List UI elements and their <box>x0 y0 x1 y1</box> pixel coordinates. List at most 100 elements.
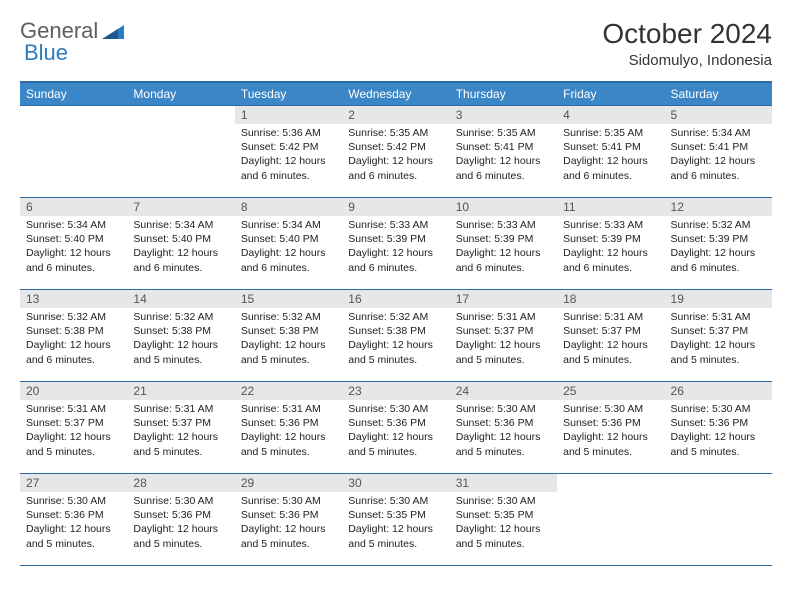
day-number: 27 <box>20 474 127 492</box>
calendar-day-cell: 6Sunrise: 5:34 AMSunset: 5:40 PMDaylight… <box>20 198 127 290</box>
calendar-day-cell: 28Sunrise: 5:30 AMSunset: 5:36 PMDayligh… <box>127 474 234 566</box>
logo-triangle-icon <box>102 23 124 39</box>
title-block: October 2024 Sidomulyo, Indonesia <box>602 18 772 69</box>
day-details: Sunrise: 5:31 AMSunset: 5:36 PMDaylight:… <box>235 400 342 463</box>
day-number: 3 <box>450 106 557 124</box>
calendar-day-cell: 7Sunrise: 5:34 AMSunset: 5:40 PMDaylight… <box>127 198 234 290</box>
day-number: 29 <box>235 474 342 492</box>
day-details: Sunrise: 5:35 AMSunset: 5:41 PMDaylight:… <box>557 124 664 187</box>
day-details: Sunrise: 5:30 AMSunset: 5:36 PMDaylight:… <box>342 400 449 463</box>
day-details: Sunrise: 5:32 AMSunset: 5:38 PMDaylight:… <box>127 308 234 371</box>
day-details: Sunrise: 5:34 AMSunset: 5:40 PMDaylight:… <box>235 216 342 279</box>
calendar-day-cell: 30Sunrise: 5:30 AMSunset: 5:35 PMDayligh… <box>342 474 449 566</box>
weekday-header: Monday <box>127 82 234 106</box>
weekday-header: Saturday <box>665 82 772 106</box>
calendar-day-cell <box>665 474 772 566</box>
calendar-day-cell: 15Sunrise: 5:32 AMSunset: 5:38 PMDayligh… <box>235 290 342 382</box>
day-number: 28 <box>127 474 234 492</box>
day-details: Sunrise: 5:30 AMSunset: 5:35 PMDaylight:… <box>342 492 449 555</box>
calendar-day-cell <box>127 106 234 198</box>
day-number: 13 <box>20 290 127 308</box>
day-details: Sunrise: 5:31 AMSunset: 5:37 PMDaylight:… <box>450 308 557 371</box>
day-number: 26 <box>665 382 772 400</box>
day-number: 2 <box>342 106 449 124</box>
weekday-header: Wednesday <box>342 82 449 106</box>
day-number: 10 <box>450 198 557 216</box>
location-label: Sidomulyo, Indonesia <box>602 52 772 69</box>
day-number: 30 <box>342 474 449 492</box>
calendar-day-cell: 20Sunrise: 5:31 AMSunset: 5:37 PMDayligh… <box>20 382 127 474</box>
day-details: Sunrise: 5:35 AMSunset: 5:41 PMDaylight:… <box>450 124 557 187</box>
day-details: Sunrise: 5:31 AMSunset: 5:37 PMDaylight:… <box>127 400 234 463</box>
day-details: Sunrise: 5:30 AMSunset: 5:36 PMDaylight:… <box>450 400 557 463</box>
weekday-header: Sunday <box>20 82 127 106</box>
day-number: 21 <box>127 382 234 400</box>
day-number: 7 <box>127 198 234 216</box>
day-details: Sunrise: 5:30 AMSunset: 5:36 PMDaylight:… <box>127 492 234 555</box>
calendar-day-cell: 2Sunrise: 5:35 AMSunset: 5:42 PMDaylight… <box>342 106 449 198</box>
calendar-day-cell: 3Sunrise: 5:35 AMSunset: 5:41 PMDaylight… <box>450 106 557 198</box>
day-details: Sunrise: 5:31 AMSunset: 5:37 PMDaylight:… <box>20 400 127 463</box>
calendar-week-row: 13Sunrise: 5:32 AMSunset: 5:38 PMDayligh… <box>20 290 772 382</box>
day-number: 25 <box>557 382 664 400</box>
day-details: Sunrise: 5:36 AMSunset: 5:42 PMDaylight:… <box>235 124 342 187</box>
calendar-table: Sunday Monday Tuesday Wednesday Thursday… <box>20 81 772 566</box>
day-number: 12 <box>665 198 772 216</box>
calendar-day-cell: 21Sunrise: 5:31 AMSunset: 5:37 PMDayligh… <box>127 382 234 474</box>
weekday-header: Friday <box>557 82 664 106</box>
calendar-day-cell: 25Sunrise: 5:30 AMSunset: 5:36 PMDayligh… <box>557 382 664 474</box>
calendar-day-cell: 10Sunrise: 5:33 AMSunset: 5:39 PMDayligh… <box>450 198 557 290</box>
day-number: 19 <box>665 290 772 308</box>
calendar-day-cell: 23Sunrise: 5:30 AMSunset: 5:36 PMDayligh… <box>342 382 449 474</box>
brand-part2: Blue <box>24 40 68 66</box>
weekday-header: Thursday <box>450 82 557 106</box>
day-details: Sunrise: 5:30 AMSunset: 5:36 PMDaylight:… <box>235 492 342 555</box>
calendar-day-cell: 5Sunrise: 5:34 AMSunset: 5:41 PMDaylight… <box>665 106 772 198</box>
day-details: Sunrise: 5:30 AMSunset: 5:36 PMDaylight:… <box>665 400 772 463</box>
calendar-day-cell: 12Sunrise: 5:32 AMSunset: 5:39 PMDayligh… <box>665 198 772 290</box>
month-title: October 2024 <box>602 18 772 50</box>
calendar-week-row: 20Sunrise: 5:31 AMSunset: 5:37 PMDayligh… <box>20 382 772 474</box>
day-details: Sunrise: 5:33 AMSunset: 5:39 PMDaylight:… <box>557 216 664 279</box>
weekday-header: Tuesday <box>235 82 342 106</box>
day-details: Sunrise: 5:34 AMSunset: 5:41 PMDaylight:… <box>665 124 772 187</box>
day-number: 15 <box>235 290 342 308</box>
day-number: 9 <box>342 198 449 216</box>
day-number: 22 <box>235 382 342 400</box>
day-details: Sunrise: 5:32 AMSunset: 5:38 PMDaylight:… <box>235 308 342 371</box>
day-number: 6 <box>20 198 127 216</box>
calendar-day-cell: 14Sunrise: 5:32 AMSunset: 5:38 PMDayligh… <box>127 290 234 382</box>
day-details: Sunrise: 5:33 AMSunset: 5:39 PMDaylight:… <box>450 216 557 279</box>
weekday-header-row: Sunday Monday Tuesday Wednesday Thursday… <box>20 82 772 106</box>
day-number: 1 <box>235 106 342 124</box>
calendar-day-cell: 22Sunrise: 5:31 AMSunset: 5:36 PMDayligh… <box>235 382 342 474</box>
calendar-day-cell: 24Sunrise: 5:30 AMSunset: 5:36 PMDayligh… <box>450 382 557 474</box>
calendar-day-cell: 17Sunrise: 5:31 AMSunset: 5:37 PMDayligh… <box>450 290 557 382</box>
calendar-day-cell <box>557 474 664 566</box>
day-details: Sunrise: 5:30 AMSunset: 5:36 PMDaylight:… <box>20 492 127 555</box>
day-number: 23 <box>342 382 449 400</box>
day-number: 24 <box>450 382 557 400</box>
day-details: Sunrise: 5:32 AMSunset: 5:39 PMDaylight:… <box>665 216 772 279</box>
day-number: 18 <box>557 290 664 308</box>
calendar-day-cell: 31Sunrise: 5:30 AMSunset: 5:35 PMDayligh… <box>450 474 557 566</box>
calendar-day-cell: 19Sunrise: 5:31 AMSunset: 5:37 PMDayligh… <box>665 290 772 382</box>
day-number: 20 <box>20 382 127 400</box>
day-number: 8 <box>235 198 342 216</box>
day-details: Sunrise: 5:30 AMSunset: 5:35 PMDaylight:… <box>450 492 557 555</box>
calendar-day-cell: 8Sunrise: 5:34 AMSunset: 5:40 PMDaylight… <box>235 198 342 290</box>
calendar-day-cell: 13Sunrise: 5:32 AMSunset: 5:38 PMDayligh… <box>20 290 127 382</box>
calendar-day-cell <box>20 106 127 198</box>
calendar-day-cell: 18Sunrise: 5:31 AMSunset: 5:37 PMDayligh… <box>557 290 664 382</box>
calendar-week-row: 1Sunrise: 5:36 AMSunset: 5:42 PMDaylight… <box>20 106 772 198</box>
day-details: Sunrise: 5:32 AMSunset: 5:38 PMDaylight:… <box>20 308 127 371</box>
day-number: 31 <box>450 474 557 492</box>
calendar-day-cell: 4Sunrise: 5:35 AMSunset: 5:41 PMDaylight… <box>557 106 664 198</box>
header: General October 2024 Sidomulyo, Indonesi… <box>20 18 772 69</box>
day-details: Sunrise: 5:35 AMSunset: 5:42 PMDaylight:… <box>342 124 449 187</box>
day-number: 16 <box>342 290 449 308</box>
day-details: Sunrise: 5:31 AMSunset: 5:37 PMDaylight:… <box>665 308 772 371</box>
calendar-day-cell: 29Sunrise: 5:30 AMSunset: 5:36 PMDayligh… <box>235 474 342 566</box>
calendar-day-cell: 1Sunrise: 5:36 AMSunset: 5:42 PMDaylight… <box>235 106 342 198</box>
day-details: Sunrise: 5:33 AMSunset: 5:39 PMDaylight:… <box>342 216 449 279</box>
